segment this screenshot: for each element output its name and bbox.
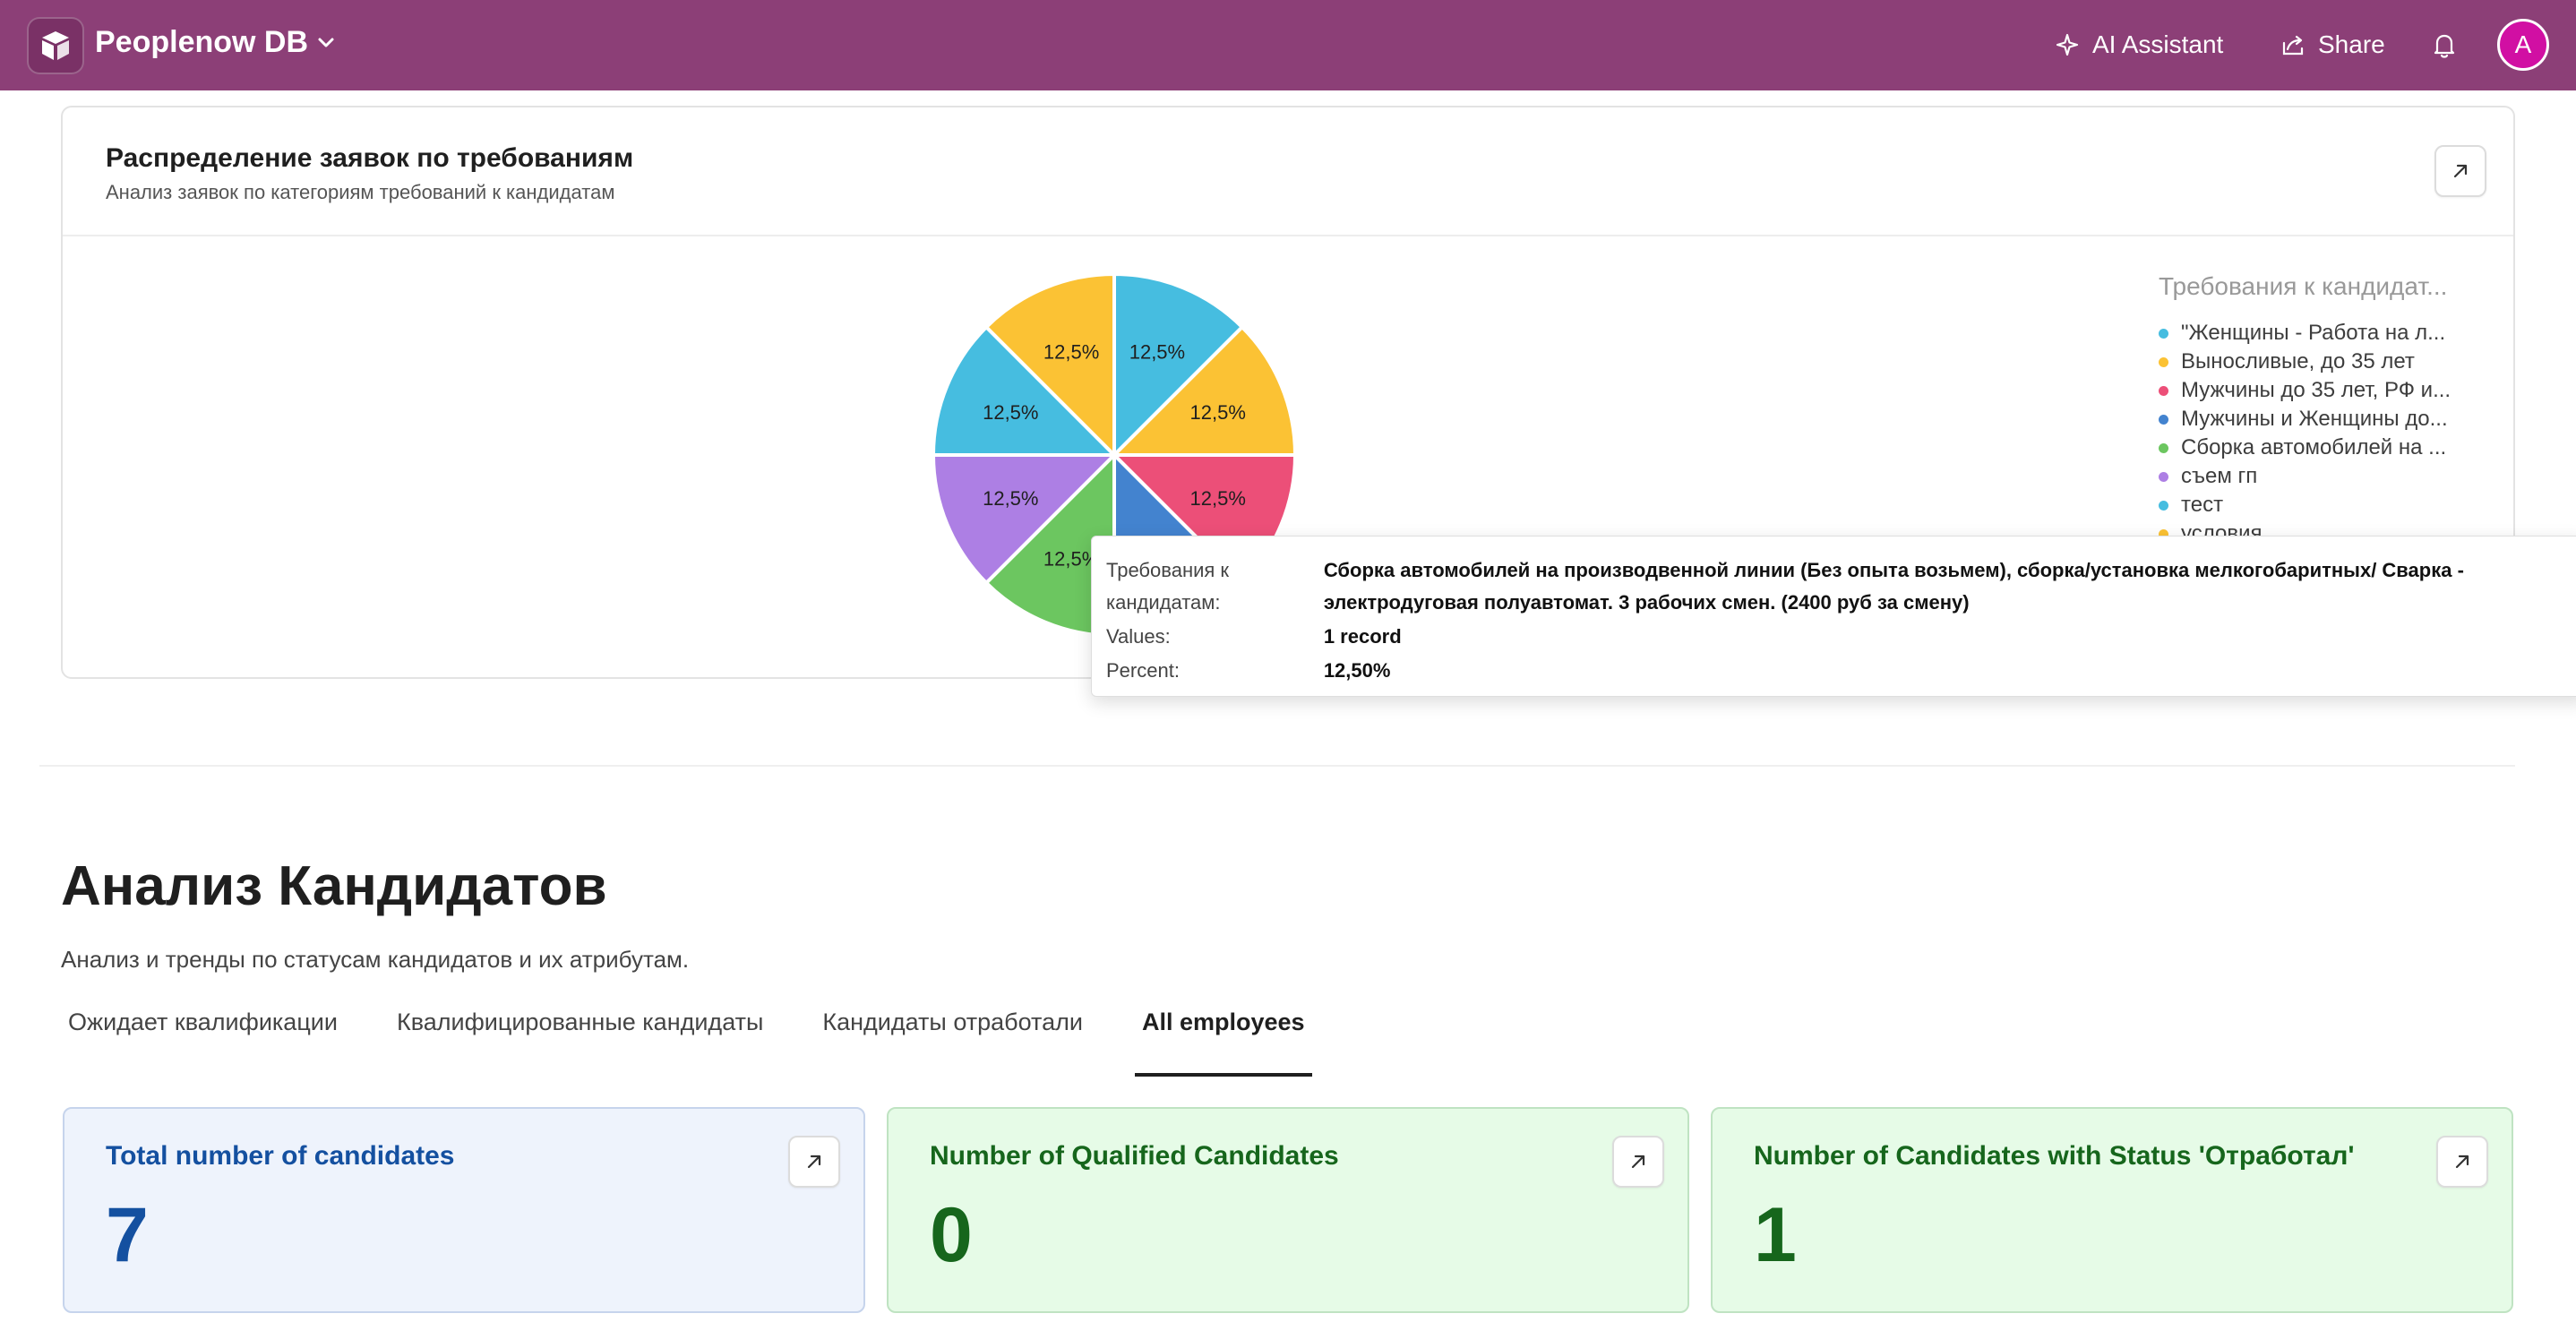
metric-title: Total number of candidates xyxy=(106,1141,455,1171)
legend-item[interactable]: Сборка автомобилей на ... xyxy=(2159,434,2490,462)
metric-title: Number of Candidates with Status 'Отрабо… xyxy=(1754,1141,2355,1171)
legend-item[interactable]: Мужчины до 35 лет, РФ и... xyxy=(2159,376,2490,405)
metric-value: 1 xyxy=(1754,1192,1797,1278)
pie-slice-label: 12,5% xyxy=(1043,340,1099,363)
pie-slice[interactable] xyxy=(932,324,1119,457)
pie-slice-label: 12,5% xyxy=(1190,487,1246,510)
pie-slice[interactable] xyxy=(983,272,1116,459)
legend-label: тест xyxy=(2181,493,2224,517)
tab-qualified-candidates[interactable]: Квалифицированные кандидаты xyxy=(396,1009,764,1035)
bell-icon[interactable] xyxy=(2429,30,2460,60)
chevron-down-icon[interactable] xyxy=(313,30,339,56)
legend-dot xyxy=(2159,356,2168,367)
legend-item[interactable]: Мужчины и Женщины до... xyxy=(2159,405,2490,434)
metric-value: 7 xyxy=(106,1192,149,1278)
expand-metric-button[interactable] xyxy=(2436,1136,2488,1188)
section-divider xyxy=(39,765,2515,767)
legend-label: Сборка автомобилей на ... xyxy=(2181,435,2447,459)
legend-item[interactable]: тест xyxy=(2159,491,2490,519)
legend-item[interactable]: условия xyxy=(2159,519,2490,548)
chart-legend: Требования к кандидат... "Женщины - Рабо… xyxy=(2159,272,2490,548)
metric-title: Number of Qualified Candidates xyxy=(930,1141,1339,1171)
pie-slice[interactable] xyxy=(1110,324,1297,457)
avatar[interactable]: A xyxy=(2497,19,2549,71)
legend-label: "Женщины - Работа на л... xyxy=(2181,321,2446,345)
pie-slice[interactable] xyxy=(932,453,1119,586)
expand-metric-button[interactable] xyxy=(1612,1136,1664,1188)
tooltip-percent-label: Percent: xyxy=(1106,659,1180,682)
pie-slice-label: 12,5% xyxy=(1043,548,1099,571)
pie-slice-label: 12,5% xyxy=(983,487,1038,510)
metric-value: 0 xyxy=(930,1192,973,1278)
section-subtitle: Анализ и тренды по статусам кандидатов и… xyxy=(61,946,690,973)
app-title[interactable]: Peoplenow DB xyxy=(95,25,309,59)
legend-dot xyxy=(2159,414,2168,425)
ai-assistant-label: AI Assistant xyxy=(2092,30,2224,58)
legend-item[interactable]: "Женщины - Работа на л... xyxy=(2159,319,2490,348)
tooltip-values-value: 1 record xyxy=(1323,625,1402,648)
legend-label: Мужчины до 35 лет, РФ и... xyxy=(2181,378,2451,402)
tooltip-percent-value: 12,50% xyxy=(1323,659,1391,682)
tooltip-category-label: Требования к кандидатам: xyxy=(1106,559,1230,614)
expand-chart-button[interactable] xyxy=(2434,145,2486,197)
share-icon xyxy=(2282,35,2304,56)
arrow-up-right-icon xyxy=(2453,164,2468,178)
chart-tooltip: Требования к кандидатам: Сборка автомоби… xyxy=(1091,536,2576,697)
ai-assistant-button[interactable]: AI Assistant xyxy=(2055,23,2223,66)
metric-card-qualified-candidates: Number of Qualified Candidates 0 xyxy=(887,1107,1689,1313)
top-bar: Peoplenow DB AI Assistant Share A xyxy=(0,0,2576,90)
legend-item[interactable]: съем гп xyxy=(2159,462,2490,491)
legend-item[interactable]: Выносливые, до 35 лет xyxy=(2159,348,2490,376)
arrow-up-right-icon xyxy=(807,1155,821,1169)
legend-label: Выносливые, до 35 лет xyxy=(2181,349,2415,373)
sparkle-icon xyxy=(2056,33,2079,56)
legend-dot xyxy=(2159,385,2168,396)
chart-card-header: Распределение заявок по требованиям Анал… xyxy=(63,107,2513,236)
pie-slice[interactable] xyxy=(1112,272,1245,459)
chart-title: Распределение заявок по требованиям xyxy=(106,143,634,173)
metric-card-worked-candidates: Number of Candidates with Status 'Отрабо… xyxy=(1711,1107,2513,1313)
app-logo-icon[interactable] xyxy=(27,17,84,74)
tabs: Ожидает квалификации Квалифицированные к… xyxy=(61,1001,1357,1078)
section-title: Анализ Кандидатов xyxy=(61,855,607,917)
legend-title: Требования к кандидат... xyxy=(2159,272,2448,300)
expand-metric-button[interactable] xyxy=(788,1136,840,1188)
tooltip-category-value: Сборка автомобилей на производвенной лин… xyxy=(1323,559,2464,614)
legend-dot xyxy=(2159,328,2168,339)
chart-subtitle: Анализ заявок по категориям требований к… xyxy=(106,181,615,203)
share-button[interactable]: Share xyxy=(2280,23,2385,66)
legend-dot xyxy=(2159,500,2168,511)
pie-slice-label: 12,5% xyxy=(1190,401,1246,424)
legend-label: Мужчины и Женщины до... xyxy=(2181,407,2448,431)
share-label: Share xyxy=(2318,30,2385,58)
tab-all-employees[interactable]: All employees xyxy=(1134,1001,1312,1078)
pie-slice-label: 12,5% xyxy=(983,401,1038,424)
pie-slice-label: 12,5% xyxy=(1129,340,1185,363)
legend-dot xyxy=(2159,528,2168,539)
legend-dot xyxy=(2159,442,2168,453)
legend-label: съем гп xyxy=(2181,464,2258,488)
arrow-up-right-icon xyxy=(2455,1155,2469,1169)
tooltip-values-label: Values: xyxy=(1106,625,1171,648)
legend-dot xyxy=(2159,471,2168,482)
metric-card-total-candidates: Total number of candidates 7 xyxy=(63,1107,865,1313)
tab-candidates-worked[interactable]: Кандидаты отработали xyxy=(822,1009,1083,1035)
tab-awaiting-qualification[interactable]: Ожидает квалификации xyxy=(68,1009,338,1035)
arrow-up-right-icon xyxy=(1631,1155,1645,1169)
